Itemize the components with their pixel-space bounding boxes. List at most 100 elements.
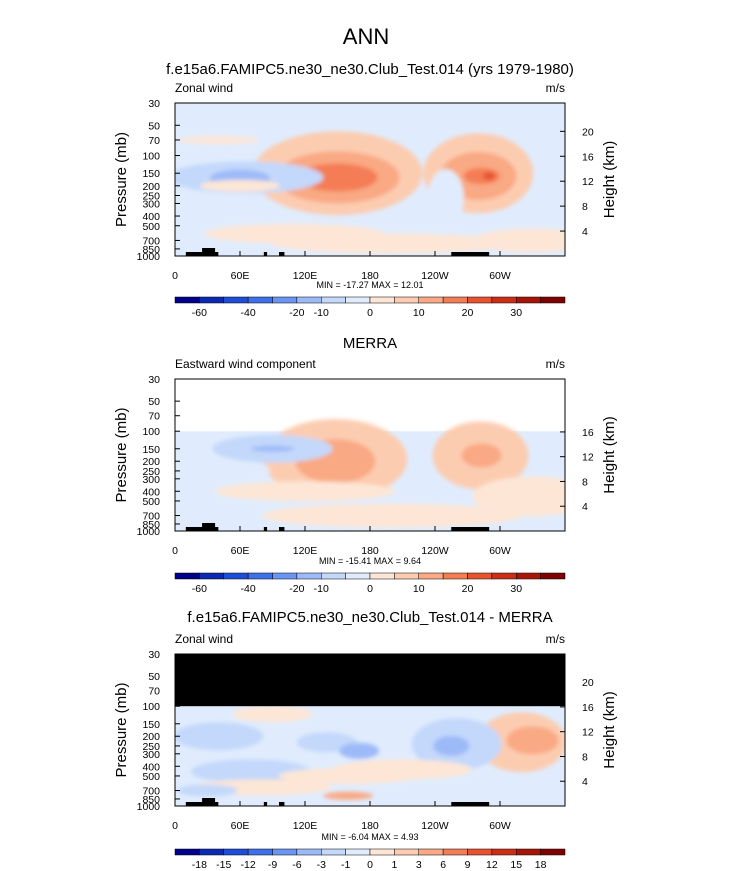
colorbar-label: -10 [314,307,329,319]
negative-core-west-pacific [339,742,380,759]
easterly-gap [427,169,464,226]
topography-mark [202,523,216,531]
colorbar-swatch [345,296,371,304]
colorbar-label: -40 [241,583,256,595]
height-tick-label: 20 [582,677,594,689]
colorbar-swatch [247,572,273,580]
lon-tick-label: 120W [421,270,449,282]
panel-1: f.e15a6.FAMIPC5.ne30_ne30.Club_Test.014 … [113,61,618,319]
easterly-core-indian [250,445,295,452]
pressure-tick-label: 50 [148,120,160,132]
lower-westerly-band [261,503,522,528]
lon-tick-label: 120W [421,820,449,832]
figure-title: ANN [343,24,389,49]
min-max-label: MIN = -6.04 MAX = 4.93 [321,832,418,842]
colorbar-swatch [199,296,224,304]
topography-mark [185,527,206,531]
colorbar-swatch [442,296,468,304]
height-tick-label: 4 [582,776,588,788]
colorbar-label: 15 [510,859,522,871]
height-axis-label: Height (km) [601,416,618,494]
colorbar-swatch [296,572,322,580]
colorbar-swatch [369,296,395,304]
colorbar-label: -20 [289,307,304,319]
lon-tick-label: 0 [172,820,178,832]
colorbar-label: -6 [292,859,301,871]
colorbar-label: -60 [192,307,207,319]
lon-tick-label: 120E [293,270,318,282]
topography-mark [263,252,268,256]
colorbar-label: 0 [367,583,373,595]
pressure-tick-label: 70 [148,411,160,423]
pressure-tick-label: 100 [142,426,160,438]
min-max-label: MIN = -17.27 MAX = 12.01 [316,280,423,290]
pressure-tick-label: 300 [142,474,160,486]
lon-tick-label: 120E [293,545,318,557]
colorbar: -60 -40 -20 -10 0 10 20 30 [174,572,566,595]
topography-mark [185,802,206,806]
colorbar-label: -12 [241,859,256,871]
colorbar-swatch [247,296,273,304]
colorbar-swatch [540,848,566,856]
colorbar-swatch [394,296,419,304]
lon-tick-label: 180 [361,545,379,557]
colorbar-label: 20 [462,307,474,319]
negative-spot-low [177,784,238,797]
height-tick-label: 4 [582,226,588,238]
height-tick-label: 16 [582,151,594,163]
topography-mark [451,252,490,256]
colorbar-swatch [540,296,566,304]
contour-blobs [175,706,565,800]
positive-band-upper [232,706,313,723]
colorbar-swatch [223,296,249,304]
colorbar: -60 -40 -20 -10 0 10 20 30 [174,296,566,319]
lon-tick-label: 120W [421,545,449,557]
pressure-tick-label: 400 [142,486,160,498]
colorbar-swatch [467,848,493,856]
weak-easterly [210,460,270,481]
colorbar-swatch [394,572,419,580]
colorbar-swatch [516,848,541,856]
pressure-tick-label: 200 [142,456,160,468]
height-tick-label: 12 [582,176,594,188]
height-tick-label: 12 [582,727,594,739]
colorbar-swatch [467,572,493,580]
colorbar-label: 30 [510,583,522,595]
mid-westerly-band [215,481,395,502]
westerly-peak-pacific [297,163,378,192]
colorbar-swatch [247,848,273,856]
pressure-tick-label: 700 [142,235,160,247]
height-tick-label: 4 [582,501,588,513]
lon-tick-label: 60W [489,270,511,282]
westerly-max-atlantic [483,172,496,181]
panel-subtitle: f.e15a6.FAMIPC5.ne30_ne30.Club_Test.014 … [187,609,552,626]
lon-tick-label: 60W [489,820,511,832]
pressure-tick-label: 850 [142,519,160,531]
colorbar: -18 -15 -12 -9 -6 -3 -1 0 1 3 6 9 12 15 18 [174,848,566,871]
positive-core-atlantic [506,726,559,755]
height-tick-label: 20 [582,126,594,138]
panel-3: f.e15a6.FAMIPC5.ne30_ne30.Club_Test.014 … [113,609,618,871]
colorbar-label: 30 [510,307,522,319]
topography-mark [185,252,206,256]
colorbar-label: -20 [289,583,304,595]
colorbar-swatch [418,848,444,856]
pressure-tick-label: 100 [142,151,160,163]
colorbar-swatch [296,296,322,304]
panel-units-label: m/s [546,81,565,95]
colorbar-swatch [272,848,298,856]
weak-westerly-300 [200,179,280,192]
pressure-tick-label: 150 [142,168,160,180]
pressure-tick-label: 70 [148,686,160,698]
colorbar-label: -15 [216,859,231,871]
colorbar-swatch [394,848,419,856]
colorbar-swatch [223,848,249,856]
colorbar-swatch [516,572,541,580]
mid-westerly-band-2 [472,476,565,517]
colorbar-swatch [491,296,517,304]
colorbar-swatch [540,572,566,580]
panel-left-label: Zonal wind [175,81,233,95]
pressure-tick-label: 70 [148,135,160,147]
